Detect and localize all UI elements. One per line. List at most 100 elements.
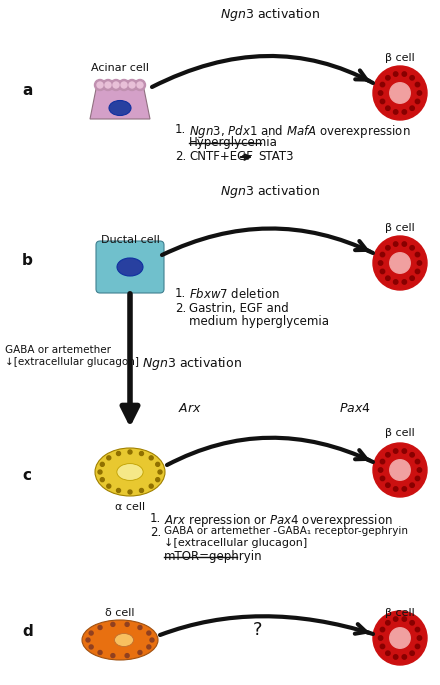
Circle shape — [390, 460, 410, 480]
Circle shape — [386, 106, 390, 110]
Circle shape — [373, 66, 427, 120]
Circle shape — [386, 246, 390, 250]
Circle shape — [378, 468, 383, 472]
Text: a: a — [22, 82, 33, 97]
Circle shape — [415, 252, 420, 257]
Text: α cell: α cell — [115, 502, 145, 512]
Circle shape — [386, 75, 390, 80]
Text: δ cell: δ cell — [105, 608, 135, 618]
Circle shape — [380, 99, 385, 103]
Circle shape — [417, 91, 422, 95]
Circle shape — [380, 269, 385, 273]
Text: Gastrin, EGF and: Gastrin, EGF and — [189, 302, 289, 315]
Text: b: b — [22, 253, 33, 268]
Circle shape — [129, 82, 135, 88]
Circle shape — [158, 470, 162, 474]
Circle shape — [150, 638, 154, 642]
Circle shape — [147, 631, 151, 635]
Text: Hyperglycemia: Hyperglycemia — [189, 136, 278, 149]
Circle shape — [138, 651, 142, 654]
Text: 2.: 2. — [175, 150, 186, 163]
Circle shape — [402, 279, 407, 284]
Circle shape — [139, 488, 143, 493]
Circle shape — [105, 82, 111, 88]
Circle shape — [380, 476, 385, 481]
Circle shape — [390, 83, 410, 103]
Circle shape — [393, 279, 398, 284]
Text: $\it{Arx}$: $\it{Arx}$ — [178, 402, 202, 415]
Circle shape — [135, 79, 146, 90]
Circle shape — [137, 82, 143, 88]
Text: d: d — [22, 625, 33, 640]
Circle shape — [111, 653, 115, 658]
Text: β cell: β cell — [385, 608, 415, 618]
Circle shape — [417, 468, 422, 472]
Text: ↓[extracellular glucagon]: ↓[extracellular glucagon] — [164, 538, 307, 548]
Circle shape — [125, 623, 129, 626]
Circle shape — [386, 621, 390, 625]
Circle shape — [149, 484, 153, 488]
Circle shape — [98, 651, 102, 654]
Text: 2.: 2. — [175, 302, 186, 315]
Circle shape — [415, 99, 420, 103]
Circle shape — [393, 655, 398, 659]
Circle shape — [410, 75, 414, 80]
Circle shape — [127, 79, 137, 90]
Circle shape — [156, 462, 160, 466]
Circle shape — [89, 631, 93, 635]
Circle shape — [138, 625, 142, 630]
Circle shape — [402, 242, 407, 246]
Text: 1.: 1. — [150, 512, 161, 525]
Circle shape — [107, 456, 111, 460]
Ellipse shape — [95, 448, 165, 496]
Text: 2.: 2. — [150, 526, 161, 539]
Text: c: c — [22, 467, 31, 482]
Text: β cell: β cell — [385, 223, 415, 233]
Ellipse shape — [109, 101, 131, 116]
Circle shape — [103, 79, 114, 90]
Circle shape — [402, 449, 407, 453]
Circle shape — [415, 82, 420, 87]
Text: $\it{Ngn3}$, $\it{Pdx1}$ and $\it{MafA}$ overexpression: $\it{Ngn3}$, $\it{Pdx1}$ and $\it{MafA}$… — [189, 123, 411, 140]
Circle shape — [393, 110, 398, 114]
Circle shape — [121, 82, 127, 88]
Ellipse shape — [82, 620, 158, 660]
Circle shape — [97, 82, 103, 88]
Circle shape — [380, 82, 385, 87]
Circle shape — [410, 106, 414, 110]
Text: ?: ? — [253, 621, 263, 639]
Circle shape — [373, 443, 427, 497]
Text: 1.: 1. — [175, 287, 186, 300]
Circle shape — [117, 451, 121, 456]
Circle shape — [393, 449, 398, 453]
Text: β cell: β cell — [385, 428, 415, 438]
Polygon shape — [90, 89, 150, 119]
Text: 1.: 1. — [175, 123, 186, 136]
Text: ↓[extracellular glucagon]: ↓[extracellular glucagon] — [5, 357, 139, 367]
Circle shape — [390, 253, 410, 273]
Text: Acinar cell: Acinar cell — [91, 63, 149, 73]
Circle shape — [415, 627, 420, 632]
Circle shape — [393, 242, 398, 246]
Circle shape — [386, 453, 390, 457]
Circle shape — [373, 236, 427, 290]
Text: STAT3: STAT3 — [258, 150, 293, 163]
Circle shape — [417, 261, 422, 265]
Text: β cell: β cell — [385, 53, 415, 63]
Ellipse shape — [114, 634, 133, 647]
Text: GABA or artemether -GABA₁ receptor-gephryin: GABA or artemether -GABA₁ receptor-gephr… — [164, 526, 408, 536]
Circle shape — [100, 462, 104, 466]
Circle shape — [415, 460, 420, 464]
Ellipse shape — [117, 464, 143, 480]
Circle shape — [402, 72, 407, 76]
Text: GABA or artemether: GABA or artemether — [5, 345, 111, 355]
Circle shape — [107, 484, 111, 488]
Circle shape — [380, 460, 385, 464]
Circle shape — [98, 625, 102, 630]
Circle shape — [415, 644, 420, 649]
Circle shape — [89, 645, 93, 649]
Circle shape — [113, 82, 119, 88]
Text: medium hyperglycemia: medium hyperglycemia — [189, 315, 329, 328]
Circle shape — [111, 623, 115, 626]
Circle shape — [380, 252, 385, 257]
